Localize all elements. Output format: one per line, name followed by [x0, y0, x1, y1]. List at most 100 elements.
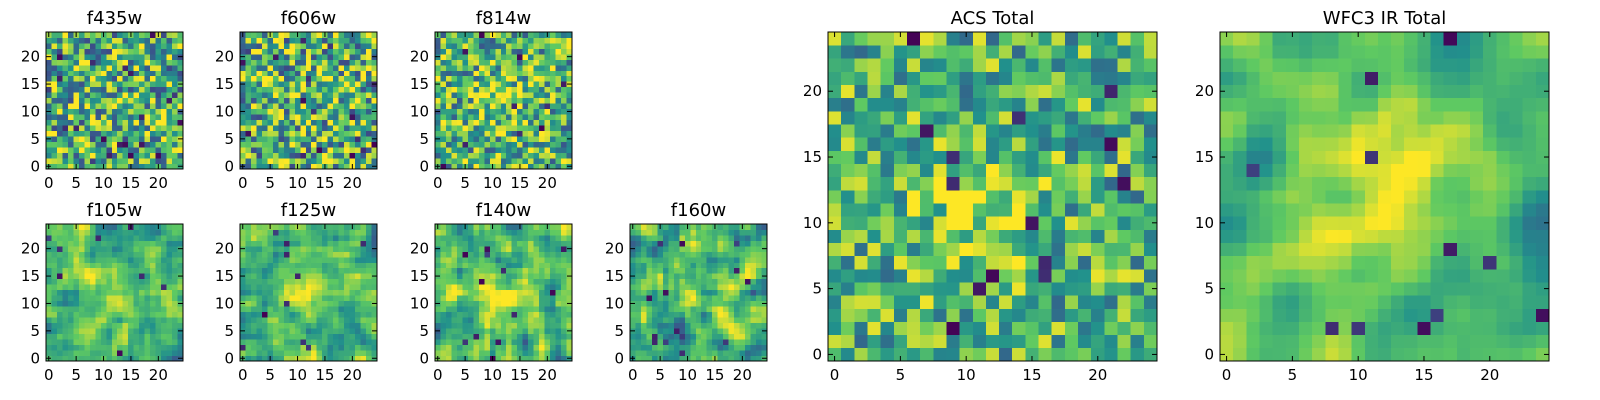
heatmap-cell [155, 339, 162, 345]
heatmap-cell [355, 86, 361, 93]
heatmap-cell [657, 295, 664, 302]
heatmap-cell [506, 64, 513, 71]
heatmap-cell [300, 81, 307, 88]
heatmap-cell [289, 295, 296, 302]
heatmap-cell [366, 59, 372, 66]
heatmap-cell [511, 42, 518, 49]
heatmap-cell [67, 234, 74, 241]
heatmap-cell [522, 284, 529, 291]
heatmap-cell [155, 328, 162, 334]
heatmap-cell [517, 42, 524, 49]
heatmap-cell [473, 284, 480, 291]
heatmap-cell [150, 86, 156, 93]
heatmap-cell [73, 350, 80, 356]
heatmap-cell [322, 311, 329, 318]
heatmap-cell [728, 251, 735, 258]
x-tick-label: 15 [121, 174, 140, 192]
heatmap-cell [245, 86, 252, 93]
heatmap-cell [522, 64, 529, 71]
heatmap-cell [256, 355, 263, 362]
heatmap-cell [344, 86, 350, 93]
heatmap-cell [640, 350, 647, 356]
heatmap-cell [539, 256, 545, 263]
heatmap-cell [690, 339, 697, 345]
heatmap-cell [360, 163, 367, 170]
heatmap-cell [561, 240, 567, 247]
heatmap-cell [371, 70, 378, 77]
heatmap-cell [706, 295, 713, 302]
heatmap-cell [272, 86, 279, 93]
heatmap-cell [67, 355, 74, 362]
heatmap-cell [646, 267, 653, 274]
heatmap-cell [841, 321, 855, 336]
heatmap-cell [528, 125, 535, 132]
heatmap-cell [349, 256, 356, 263]
heatmap-cell [316, 114, 323, 121]
heatmap-cell [651, 273, 658, 280]
heatmap-cell [294, 136, 301, 142]
heatmap-cell [267, 42, 274, 49]
heatmap-cell [51, 114, 58, 121]
heatmap-cell [155, 251, 162, 258]
heatmap-cell [539, 339, 545, 345]
heatmap-cell [1104, 295, 1118, 309]
heatmap-cell [289, 322, 296, 329]
heatmap-cell [756, 306, 762, 313]
heatmap-cell [533, 81, 540, 88]
heatmap-cell [734, 224, 740, 230]
heatmap-cell [440, 59, 447, 66]
heatmap-cell [67, 295, 74, 302]
heatmap-cell [245, 267, 252, 274]
heatmap-cell [506, 136, 513, 142]
heatmap-cell [484, 273, 491, 280]
heatmap-cell [155, 284, 162, 291]
heatmap-cell [972, 255, 987, 270]
heatmap-cell [289, 125, 296, 132]
heatmap-cell [338, 328, 345, 334]
heatmap-cell [333, 251, 340, 258]
heatmap-cell [327, 147, 334, 153]
heatmap-cell [544, 152, 551, 159]
heatmap-cell [451, 311, 458, 318]
heatmap-cell [867, 321, 882, 336]
heatmap-cells [828, 32, 1158, 362]
heatmap-cell [651, 339, 658, 345]
heatmap-cell [51, 152, 58, 159]
heatmap-cell [322, 108, 329, 115]
heatmap-cell [272, 48, 279, 55]
heatmap-cell [256, 97, 263, 104]
heatmap-cell [139, 245, 146, 252]
heatmap-cell [240, 267, 246, 274]
heatmap-cell [122, 234, 129, 241]
heatmap-cell [272, 42, 279, 49]
heatmap-cell [511, 256, 518, 263]
heatmap-cell [495, 300, 502, 307]
heatmap-cell [56, 136, 63, 142]
heatmap-cell [289, 289, 296, 296]
heatmap-cell [550, 119, 556, 126]
heatmap-cell [344, 234, 350, 241]
heatmap-cell [679, 311, 686, 318]
heatmap-cell [172, 163, 178, 170]
heatmap-cell [278, 289, 285, 296]
heatmap-cell [473, 141, 480, 148]
y-tick-label: 0 [419, 157, 429, 175]
heatmap-cell [522, 339, 529, 345]
heatmap-cell [1143, 321, 1158, 336]
heatmap-cell [695, 328, 702, 334]
heatmap-cell [528, 295, 535, 302]
heatmap-cell [46, 75, 52, 82]
heatmap-cell [1143, 189, 1158, 204]
heatmap-cell [278, 234, 285, 241]
heatmap-cell [305, 284, 312, 291]
heatmap-cell [500, 32, 507, 38]
heatmap-cell [750, 322, 757, 329]
heatmap-cell [106, 147, 113, 153]
heatmap-cell [435, 284, 441, 291]
heatmap-cell [1064, 295, 1079, 309]
heatmap-cell [555, 147, 562, 153]
heatmap-cell [451, 328, 458, 334]
heatmap-cell [177, 70, 184, 77]
heatmap-cell [533, 125, 540, 132]
heatmap-cell [500, 328, 507, 334]
